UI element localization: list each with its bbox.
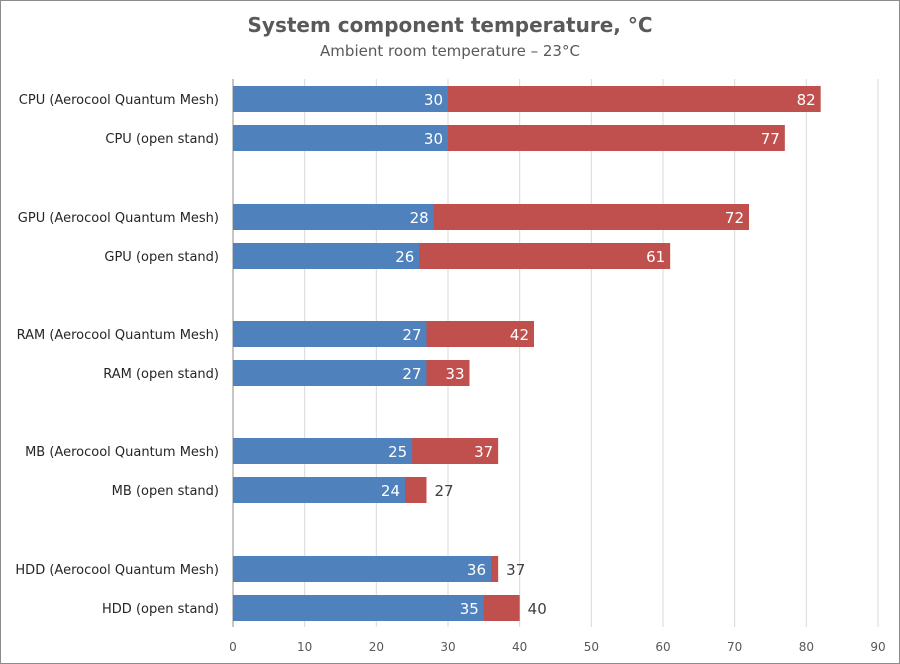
x-tick-label: 60 — [655, 640, 670, 654]
bar-low — [233, 360, 427, 386]
category-label: HDD (open stand) — [102, 602, 219, 617]
data-label-high: 72 — [725, 209, 744, 227]
bar-low — [233, 321, 427, 347]
data-label-high: 37 — [474, 443, 493, 461]
data-label-high: 37 — [506, 561, 525, 579]
data-label-high: 27 — [435, 482, 454, 500]
x-tick-label: 40 — [512, 640, 527, 654]
data-label-low: 27 — [402, 365, 421, 383]
chart-title: System component temperature, °C — [247, 13, 653, 37]
bar-low — [233, 243, 420, 269]
bar-low — [233, 595, 484, 621]
bar-low — [233, 204, 434, 230]
data-label-high: 77 — [761, 130, 780, 148]
x-tick-label: 50 — [584, 640, 599, 654]
data-label-high: 40 — [528, 600, 547, 618]
bar-low — [233, 86, 448, 112]
category-label: GPU (open stand) — [104, 250, 219, 265]
category-label: RAM (Aerocool Quantum Mesh) — [17, 328, 219, 343]
category-label: GPU (Aerocool Quantum Mesh) — [18, 211, 219, 226]
category-label: RAM (open stand) — [103, 367, 219, 382]
bar-low — [233, 125, 448, 151]
data-label-high: 33 — [445, 365, 464, 383]
bar-low — [233, 477, 405, 503]
data-label-high: 61 — [646, 248, 665, 266]
category-label: CPU (Aerocool Quantum Mesh) — [19, 93, 219, 108]
category-label: MB (open stand) — [112, 484, 219, 499]
chart-subtitle: Ambient room temperature – 23°C — [320, 42, 580, 60]
bar-low — [233, 556, 491, 582]
x-tick-label: 70 — [727, 640, 742, 654]
data-label-low: 24 — [381, 482, 400, 500]
data-label-low: 36 — [467, 561, 486, 579]
category-label: HDD (Aerocool Quantum Mesh) — [15, 563, 219, 578]
category-label: MB (Aerocool Quantum Mesh) — [25, 445, 219, 460]
data-label-low: 30 — [424, 91, 443, 109]
data-label-high: 42 — [510, 326, 529, 344]
x-tick-label: 10 — [297, 640, 312, 654]
data-label-low: 30 — [424, 130, 443, 148]
bar-low — [233, 438, 413, 464]
category-label: CPU (open stand) — [105, 132, 219, 147]
data-label-low: 35 — [460, 600, 479, 618]
data-label-low: 28 — [410, 209, 429, 227]
x-tick-label: 20 — [369, 640, 384, 654]
x-tick-label: 80 — [799, 640, 814, 654]
x-tick-label: 90 — [870, 640, 885, 654]
data-label-low: 27 — [402, 326, 421, 344]
x-tick-label: 30 — [440, 640, 455, 654]
data-label-low: 25 — [388, 443, 407, 461]
data-label-high: 82 — [797, 91, 816, 109]
x-tick-label: 0 — [229, 640, 237, 654]
data-label-low: 26 — [395, 248, 414, 266]
